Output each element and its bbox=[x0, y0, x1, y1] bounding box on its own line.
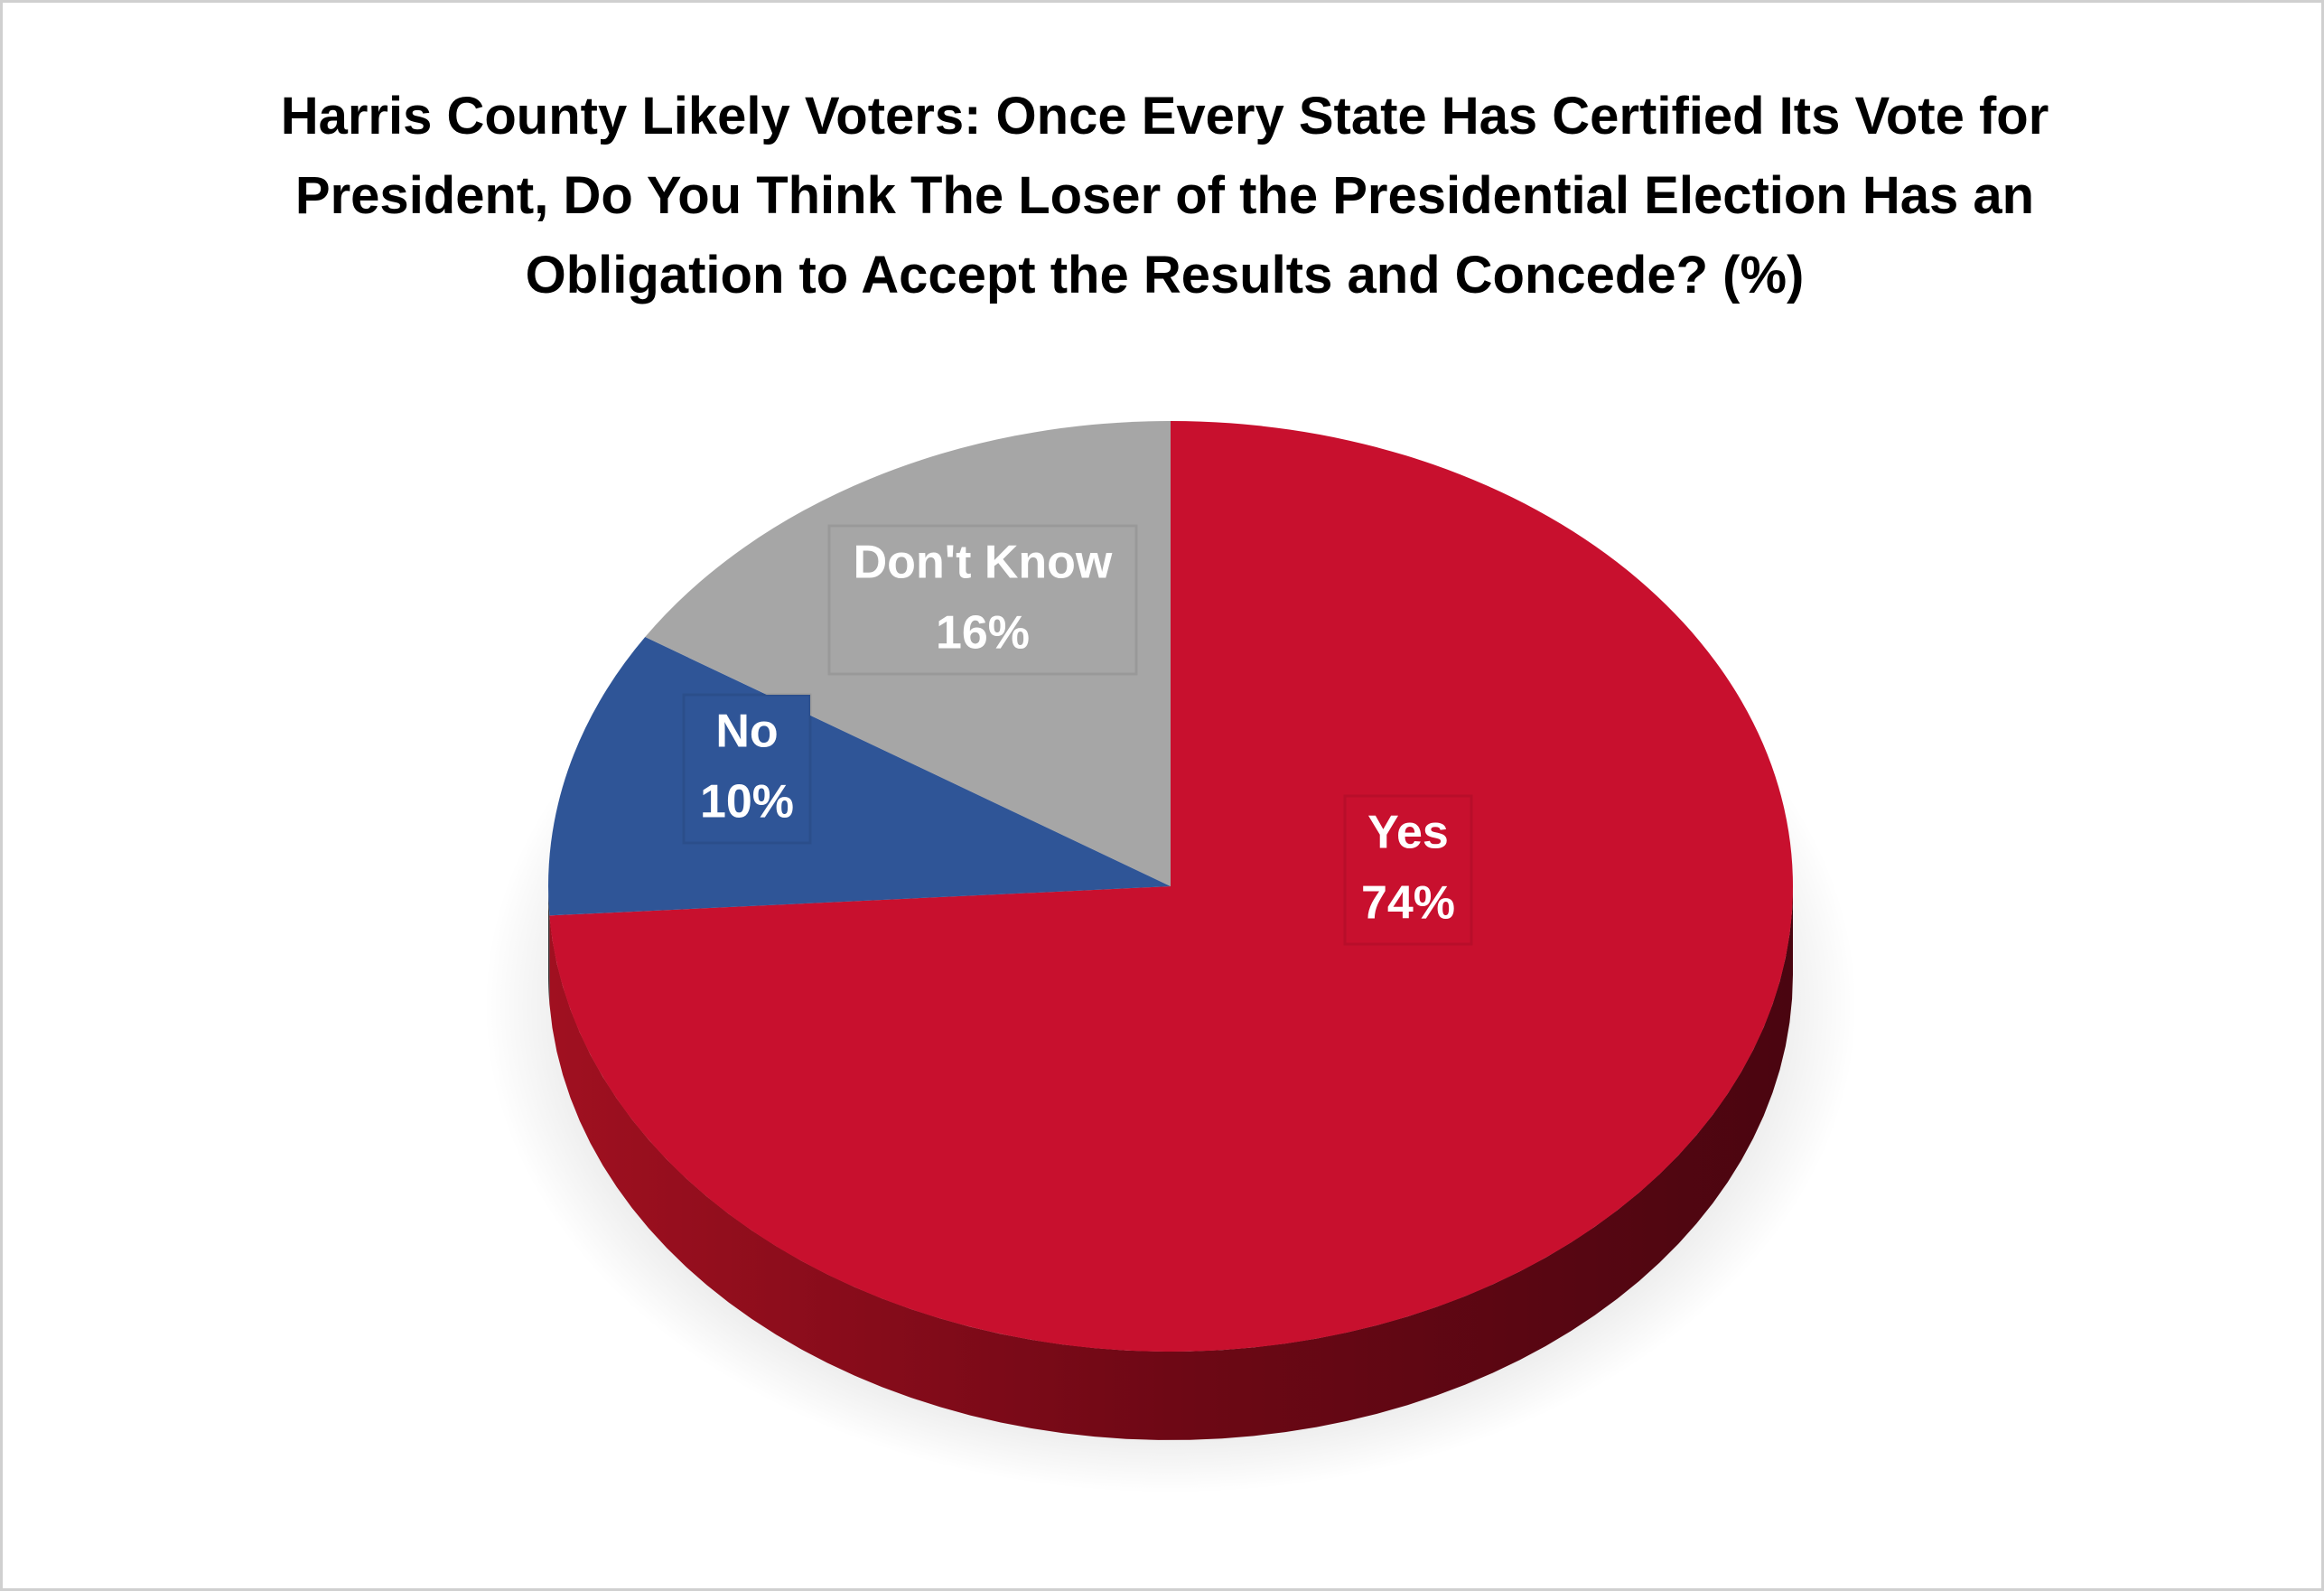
slice-label: Yes bbox=[1367, 807, 1449, 859]
value-label: 16% bbox=[936, 607, 1030, 660]
slice-side bbox=[548, 886, 550, 1005]
chart-title: Harris County Likely Voters: Once Every … bbox=[280, 87, 2049, 304]
label-box bbox=[1343, 794, 1473, 946]
label-box bbox=[827, 524, 1138, 676]
chart: Yes 74% No 10% Don't Know 16% bbox=[484, 421, 1857, 1493]
value-label: 74% bbox=[1361, 877, 1455, 930]
label-box bbox=[682, 693, 812, 845]
slice bbox=[549, 421, 1793, 1352]
slice-side bbox=[549, 886, 1793, 1440]
slice-label: No bbox=[715, 706, 778, 758]
slice-label: Don't Know bbox=[854, 537, 1113, 589]
value-label: 10% bbox=[700, 776, 794, 828]
